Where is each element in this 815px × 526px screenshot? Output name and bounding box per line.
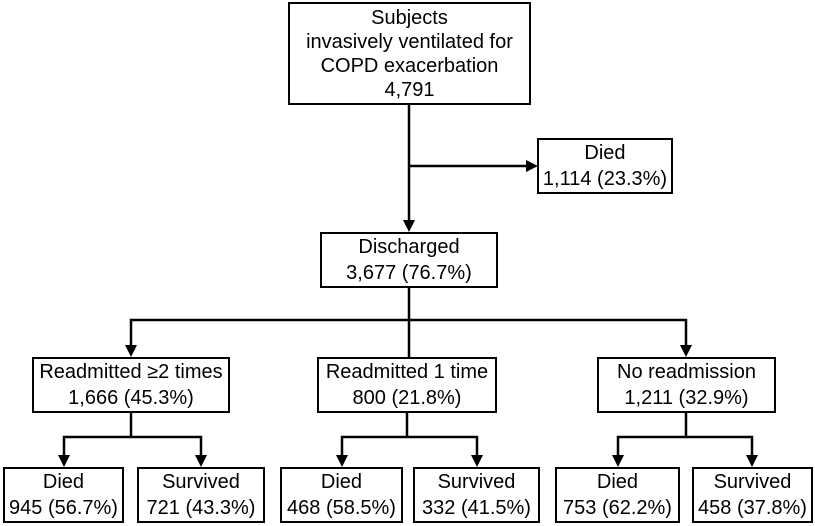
arrowhead-to-nr-survived — [746, 455, 758, 467]
arrowhead-to-no-readmission — [680, 345, 692, 357]
node-no-readmission-survived: Survived 458 (37.8%) — [692, 467, 813, 523]
connector-subbar-readmitted2plus — [62, 435, 203, 455]
arrowhead-to-nr-died — [612, 455, 624, 467]
node-readmitted-2plus: Readmitted ≥2 times 1,666 (45.3%) — [32, 357, 230, 413]
node-readmitted-1-died: Died 468 (58.5%) — [280, 467, 403, 523]
arrowhead-to-r2-survived — [195, 455, 207, 467]
node-r2-died-count: 945 (56.7%) — [9, 497, 118, 519]
node-subjects: Subjects invasively ventilated for COPD … — [288, 2, 531, 105]
node-readmitted-1-count: 800 (21.8%) — [352, 387, 462, 409]
node-nr-died-count: 753 (62.2%) — [563, 497, 672, 519]
node-nr-survived-count: 458 (37.8%) — [698, 497, 807, 519]
node-no-readmission-label: No readmission — [617, 361, 756, 383]
node-readmitted-2plus-count: 1,666 (45.3%) — [68, 387, 194, 409]
node-subjects-count: 4,791 — [384, 78, 435, 101]
node-r1-survived-count: 332 (41.5%) — [422, 497, 531, 519]
node-readmitted-2plus-survived: Survived 721 (43.3%) — [137, 467, 265, 523]
node-subjects-line3: COPD exacerbation — [320, 54, 499, 77]
node-died-initial-label: Died — [584, 142, 626, 164]
arrowhead-to-r2-died — [58, 455, 70, 467]
arrowhead-to-discharged — [403, 220, 415, 232]
node-died-initial-count: 1,114 (23.3%) — [542, 168, 668, 190]
node-discharged-label: Discharged — [358, 236, 460, 258]
node-discharged-count: 3,677 (76.7%) — [346, 262, 472, 284]
node-readmitted-2plus-died: Died 945 (56.7%) — [3, 467, 124, 523]
node-readmitted-2plus-label: Readmitted ≥2 times — [39, 361, 223, 383]
node-died-initial: Died 1,114 (23.3%) — [537, 138, 673, 194]
node-r2-survived-count: 721 (43.3%) — [146, 497, 256, 519]
node-no-readmission: No readmission 1,211 (32.9%) — [597, 357, 776, 413]
node-r1-died-count: 468 (58.5%) — [287, 497, 396, 519]
node-r2-died-label: Died — [42, 471, 85, 493]
node-r2-survived-label: Survived — [162, 471, 240, 493]
node-r1-survived-label: Survived — [437, 471, 516, 493]
connector-distribution-bar — [129, 318, 688, 349]
node-r1-died-label: Died — [320, 471, 363, 493]
arrowhead-to-readmitted2plus — [125, 345, 137, 357]
node-no-readmission-count: 1,211 (32.9%) — [624, 387, 749, 409]
node-no-readmission-died: Died 753 (62.2%) — [555, 467, 680, 523]
arrowhead-to-r1-survived — [471, 455, 483, 467]
connector-subbar-readmitted1 — [340, 435, 479, 455]
node-nr-died-label: Died — [596, 471, 639, 493]
node-readmitted-1-survived: Survived 332 (41.5%) — [413, 467, 540, 523]
arrowhead-to-r1-died — [336, 455, 348, 467]
node-discharged: Discharged 3,677 (76.7%) — [320, 232, 498, 288]
node-subjects-line2: invasively ventilated for — [306, 30, 513, 53]
node-nr-survived-label: Survived — [713, 471, 792, 493]
connector-subbar-no-readmission — [616, 435, 754, 455]
node-subjects-line1: Subjects — [371, 6, 448, 29]
node-readmitted-1-label: Readmitted 1 time — [325, 361, 489, 383]
node-readmitted-1: Readmitted 1 time 800 (21.8%) — [317, 357, 497, 413]
